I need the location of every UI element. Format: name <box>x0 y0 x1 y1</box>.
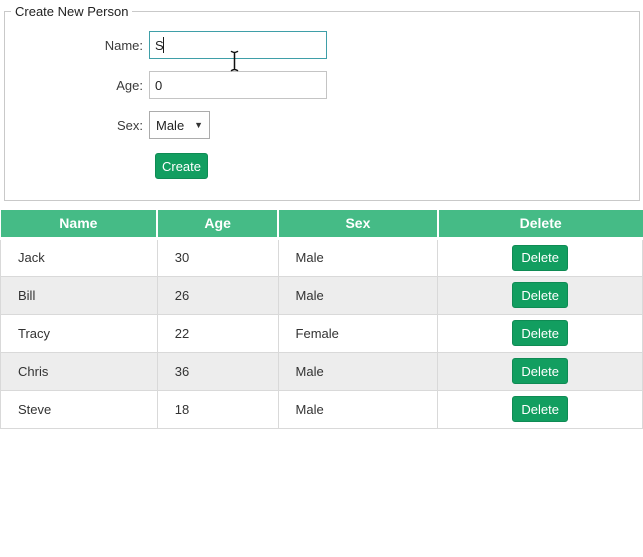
header-name: Name <box>0 210 158 240</box>
header-delete: Delete <box>436 210 643 240</box>
name-label: Name: <box>104 37 143 53</box>
cell-name: Tracy <box>0 313 158 353</box>
cell-age: 18 <box>156 389 279 429</box>
name-input-wrap <box>149 31 327 59</box>
create-button[interactable]: Create <box>155 153 208 179</box>
cell-age: 36 <box>156 351 279 391</box>
table-row: Chris 36 Male Delete <box>0 351 643 391</box>
cell-name: Chris <box>0 351 158 391</box>
delete-button[interactable]: Delete <box>512 396 569 422</box>
cell-age: 26 <box>156 275 279 315</box>
age-row: Age: <box>5 71 639 99</box>
delete-button[interactable]: Delete <box>512 358 569 384</box>
delete-button[interactable]: Delete <box>512 244 569 271</box>
sex-label: Sex: <box>116 117 143 133</box>
age-input[interactable] <box>149 71 327 99</box>
cell-age: 22 <box>156 313 279 353</box>
text-caret <box>163 37 164 53</box>
header-sex: Sex <box>277 210 438 240</box>
cell-sex: Male <box>277 389 439 429</box>
cell-sex: Female <box>277 313 439 353</box>
cell-delete: Delete <box>437 389 643 429</box>
create-person-fieldset: Create New Person Name: Age: Sex: Male ▼… <box>4 4 640 201</box>
cell-delete: Delete <box>437 313 643 353</box>
delete-button[interactable]: Delete <box>512 282 569 308</box>
people-table-body: Jack 30 Male Delete Bill 26 Male Delete Tracy 22 F… <box>0 237 643 429</box>
sex-select-value: Male <box>156 117 185 133</box>
cell-delete: Delete <box>437 237 643 277</box>
age-input-wrap <box>149 71 327 99</box>
cell-name: Steve <box>0 389 158 429</box>
cell-sex: Male <box>277 275 439 315</box>
fieldset-legend: Create New Person <box>15 4 129 19</box>
cell-delete: Delete <box>437 351 643 391</box>
age-label: Age: <box>116 77 143 93</box>
table-row: Steve 18 Male Delete <box>0 389 643 429</box>
dropdown-arrow-icon: ▼ <box>194 120 203 130</box>
cell-age: 30 <box>156 237 279 277</box>
table-row: Bill 26 Male Delete <box>0 275 643 315</box>
delete-button[interactable]: Delete <box>512 320 569 346</box>
header-age: Age <box>156 210 279 240</box>
name-row: Name: <box>5 31 639 59</box>
people-table: Name Age Sex Delete Jack 30 Male Delete Bill… <box>0 210 643 429</box>
table-row: Jack 30 Male Delete <box>0 237 643 277</box>
sex-select[interactable]: Male ▼ <box>149 111 210 139</box>
i-beam-cursor <box>230 50 239 72</box>
name-input[interactable] <box>149 31 327 59</box>
cell-delete: Delete <box>437 275 643 315</box>
cell-sex: Male <box>277 237 439 277</box>
table-header-row: Name Age Sex Delete <box>0 210 643 240</box>
sex-row: Sex: Male ▼ <box>5 111 639 139</box>
cell-name: Jack <box>0 237 158 277</box>
cell-name: Bill <box>0 275 158 315</box>
cell-sex: Male <box>277 351 439 391</box>
table-row: Tracy 22 Female Delete <box>0 313 643 353</box>
